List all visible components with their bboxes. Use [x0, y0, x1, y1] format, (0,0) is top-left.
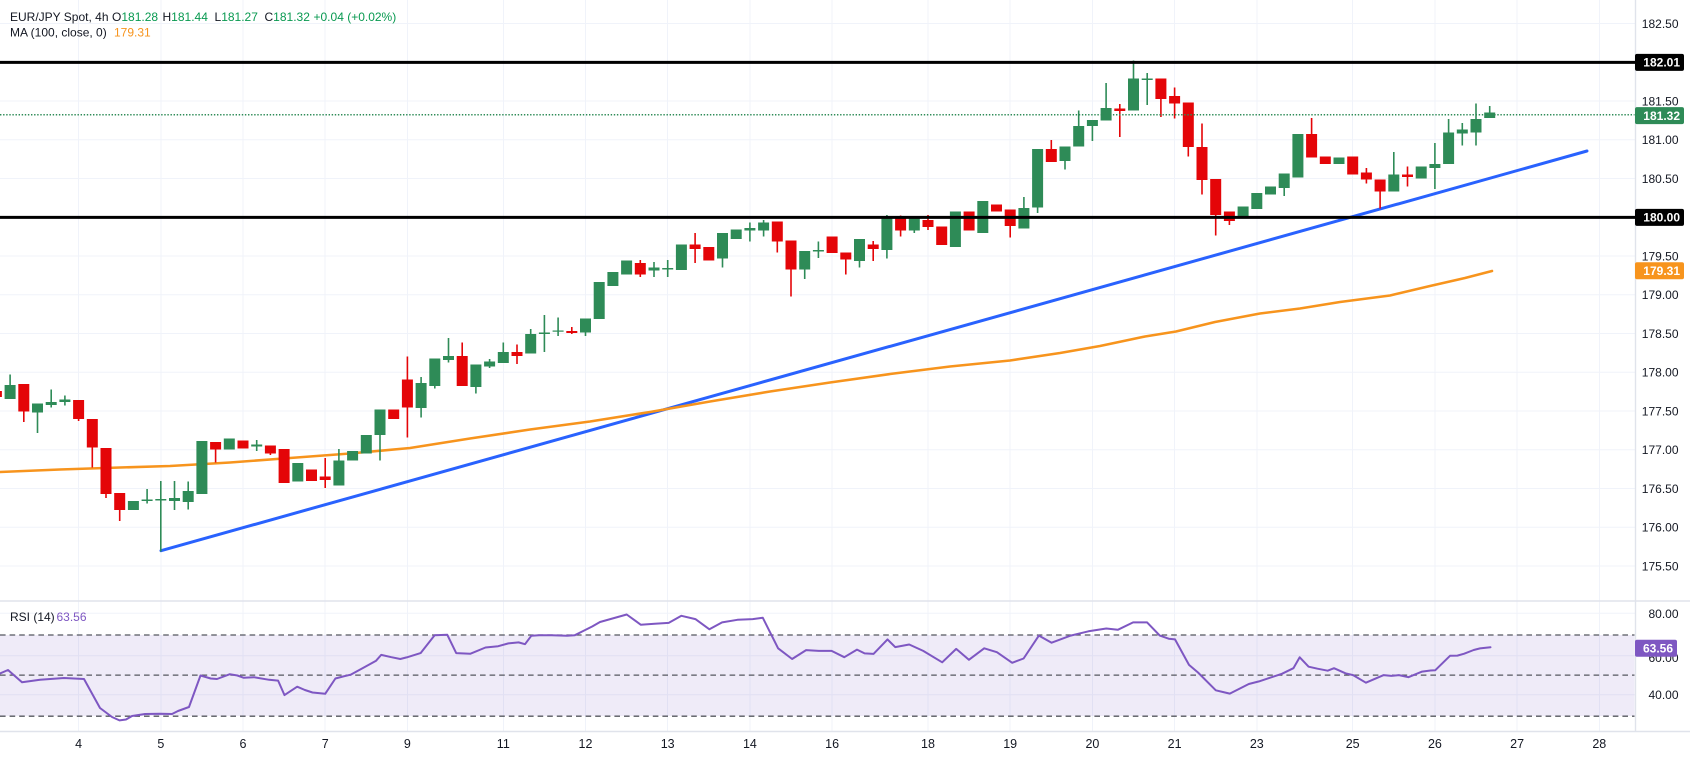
svg-text:18: 18 — [921, 737, 935, 751]
svg-text:178.00: 178.00 — [1642, 366, 1679, 380]
svg-text:6: 6 — [240, 737, 247, 751]
svg-text:11: 11 — [497, 737, 510, 751]
svg-text:179.00: 179.00 — [1642, 288, 1679, 302]
svg-text:181.50: 181.50 — [1642, 94, 1679, 108]
svg-text:182.50: 182.50 — [1642, 17, 1679, 31]
svg-text:177.50: 177.50 — [1642, 404, 1679, 418]
svg-text:4: 4 — [75, 737, 82, 751]
svg-text:23: 23 — [1250, 737, 1264, 751]
svg-text:176.50: 176.50 — [1642, 482, 1679, 496]
svg-text:9: 9 — [404, 737, 411, 751]
svg-text:181.32: 181.32 — [1643, 109, 1680, 123]
svg-text:27: 27 — [1510, 737, 1524, 751]
svg-text:175.50: 175.50 — [1642, 559, 1679, 573]
svg-text:180.00: 180.00 — [1643, 211, 1680, 225]
svg-text:80.00: 80.00 — [1648, 607, 1678, 621]
svg-text:28: 28 — [1592, 737, 1606, 751]
svg-text:26: 26 — [1428, 737, 1442, 751]
svg-text:177.00: 177.00 — [1642, 443, 1679, 457]
svg-text:20: 20 — [1085, 737, 1099, 751]
svg-text:25: 25 — [1346, 737, 1360, 751]
svg-text:7: 7 — [322, 737, 329, 751]
svg-text:63.56: 63.56 — [1643, 642, 1673, 656]
svg-text:21: 21 — [1168, 737, 1182, 751]
svg-text:176.00: 176.00 — [1642, 521, 1679, 535]
svg-text:MA (100, close, 0)179.31: MA (100, close, 0) 179.31 — [10, 26, 151, 40]
svg-text:182.01: 182.01 — [1643, 56, 1680, 70]
svg-text:5: 5 — [157, 737, 164, 751]
svg-text:RSI (14)63.56: RSI (14) 63.56 — [10, 610, 87, 624]
svg-text:179.50: 179.50 — [1642, 249, 1679, 263]
svg-text:180.50: 180.50 — [1642, 172, 1679, 186]
svg-text:14: 14 — [743, 737, 757, 751]
svg-text:19: 19 — [1003, 737, 1017, 751]
svg-text:179.31: 179.31 — [1643, 264, 1680, 278]
svg-text:13: 13 — [661, 737, 675, 751]
svg-text:16: 16 — [825, 737, 839, 751]
svg-text:178.50: 178.50 — [1642, 327, 1679, 341]
svg-text:181.00: 181.00 — [1642, 133, 1679, 147]
svg-text:12: 12 — [579, 737, 593, 751]
svg-text:40.00: 40.00 — [1648, 688, 1678, 702]
